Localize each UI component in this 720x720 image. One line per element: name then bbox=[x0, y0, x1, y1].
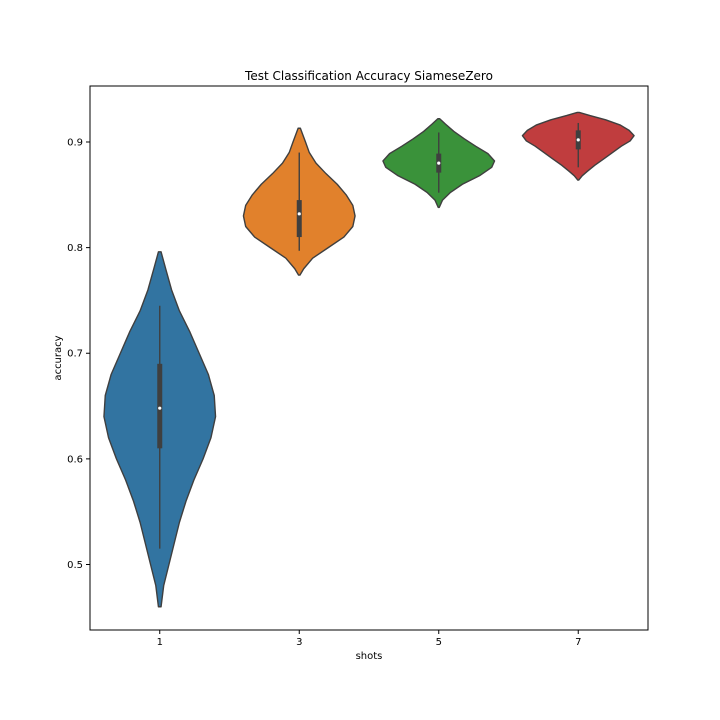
violin-iqr-box bbox=[296, 200, 302, 238]
violin-median-dot bbox=[576, 138, 580, 142]
x-axis: 1 3 5 7 bbox=[157, 630, 581, 648]
violin-3 bbox=[242, 127, 356, 276]
y-axis-label: accuracy bbox=[53, 335, 64, 380]
violin-median-dot bbox=[297, 212, 301, 216]
x-tick-label: 5 bbox=[436, 637, 442, 648]
violin-5 bbox=[382, 118, 496, 209]
violin-iqr-box bbox=[157, 363, 163, 449]
y-tick-label: 0.8 bbox=[67, 243, 83, 254]
y-tick-label: 0.9 bbox=[67, 137, 83, 148]
x-axis-label: shots bbox=[356, 651, 383, 662]
violin-median-dot bbox=[437, 161, 441, 165]
violin-median-dot bbox=[158, 406, 162, 410]
y-tick-label: 0.5 bbox=[67, 560, 83, 571]
y-axis: 0.5 0.6 0.7 0.8 0.9 bbox=[67, 137, 90, 571]
x-tick-label: 3 bbox=[296, 637, 302, 648]
x-tick-label: 1 bbox=[157, 637, 163, 648]
y-tick-label: 0.7 bbox=[67, 349, 83, 360]
chart-title: Test Classification Accuracy SiameseZero bbox=[244, 69, 493, 83]
violin-1 bbox=[103, 251, 217, 608]
violin-7 bbox=[521, 111, 635, 181]
violins-group bbox=[103, 111, 635, 608]
x-tick-label: 7 bbox=[575, 637, 581, 648]
y-tick-label: 0.6 bbox=[67, 454, 83, 465]
plot-frame bbox=[89, 85, 649, 631]
